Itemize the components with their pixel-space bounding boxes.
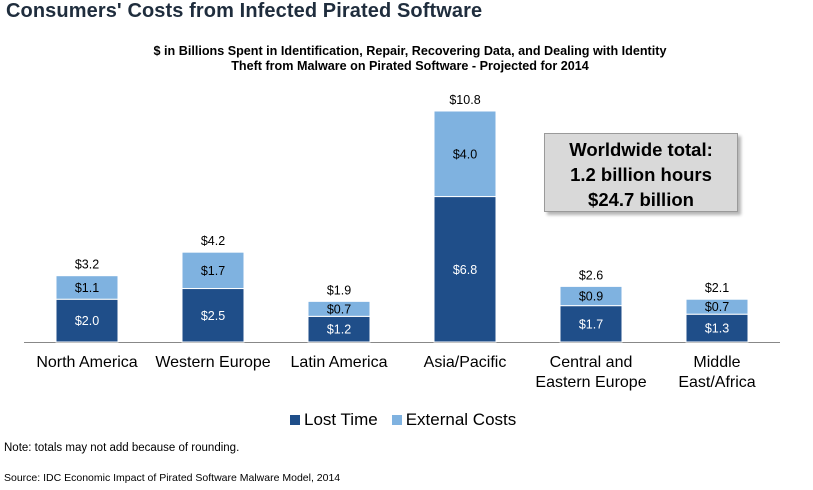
bar-lost-time-0: [55, 298, 119, 343]
data-label-external-costs-4: $0.9: [579, 290, 603, 304]
source: Source: IDC Economic Impact of Pirated S…: [4, 472, 341, 484]
chart-title: $ in Billions Spent in Identification, R…: [60, 44, 760, 74]
legend-label: Lost Time: [304, 410, 378, 429]
legend-item-lost-time: Lost Time: [290, 410, 378, 430]
bar-external-costs-4: [559, 285, 623, 307]
bar-lost-time-4: [559, 305, 623, 343]
callout-line-3: $24.7 billion: [588, 189, 694, 210]
chart-title-line-1: $ in Billions Spent in Identification, R…: [153, 44, 667, 58]
data-label-external-costs-5: $0.7: [705, 300, 729, 314]
chart-title-line-2: Theft from Malware on Pirated Software -…: [231, 59, 589, 73]
data-label-external-costs-1: $1.7: [201, 264, 225, 278]
category-label-5-0: Middle: [693, 354, 740, 371]
total-label-4: $2.6: [579, 268, 603, 282]
page-title: Consumers' Costs from Infected Pirated S…: [6, 0, 483, 22]
legend-swatch: [391, 415, 402, 425]
total-label-3: $10.8: [449, 93, 480, 107]
data-label-lost-time-1: $2.5: [201, 309, 225, 323]
worldwide-total-callout: Worldwide total: 1.2 billion hours $24.7…: [544, 133, 738, 212]
data-label-external-costs-3: $4.0: [453, 147, 477, 161]
category-label-0-0: North America: [36, 354, 137, 371]
bar-lost-time-3: [433, 196, 497, 343]
data-label-lost-time-4: $1.7: [579, 317, 603, 331]
legend-swatch: [290, 415, 300, 425]
bar-external-costs-0: [55, 275, 119, 300]
bar-external-costs-3: [433, 110, 497, 198]
category-label-3-0: Asia/Pacific: [424, 354, 507, 371]
callout-line-2: 1.2 billion hours: [570, 164, 712, 185]
bar-lost-time-1: [181, 288, 245, 343]
category-label-4-0: Central and: [550, 354, 633, 371]
bar-external-costs-5: [685, 298, 749, 315]
data-label-external-costs-2: $0.7: [327, 302, 351, 316]
data-label-external-costs-0: $1.1: [75, 281, 99, 295]
category-label-2-0: Latin America: [291, 354, 388, 371]
legend-item-external-costs: External Costs: [391, 410, 517, 430]
total-label-2: $1.9: [327, 283, 351, 297]
total-label-0: $3.2: [75, 258, 99, 272]
total-label-1: $4.2: [201, 234, 225, 248]
category-label-5-1: East/Africa: [678, 374, 755, 391]
note: Note: totals may not add because of roun…: [4, 442, 240, 454]
total-label-5: $2.1: [705, 281, 729, 295]
category-label-1-0: Western Europe: [155, 354, 270, 371]
data-label-lost-time-2: $1.2: [327, 323, 351, 337]
category-label-4-1: Eastern Europe: [535, 374, 646, 391]
callout-line-1: Worldwide total:: [569, 139, 713, 160]
stacked-bar-chart: $2.0 $1.1 $3.2 North America $2.5 $1.7 $4.2 Wes…: [24, 93, 780, 391]
bar-external-costs-2: [307, 300, 371, 317]
legend-label: External Costs: [405, 410, 517, 429]
bar-lost-time-2: [307, 315, 371, 343]
data-label-lost-time-0: $2.0: [75, 314, 99, 328]
data-label-lost-time-5: $1.3: [705, 322, 729, 336]
data-label-lost-time-3: $6.8: [453, 263, 477, 277]
legend: Lost Time External Costs: [290, 410, 530, 430]
bar-external-costs-1: [181, 251, 245, 290]
